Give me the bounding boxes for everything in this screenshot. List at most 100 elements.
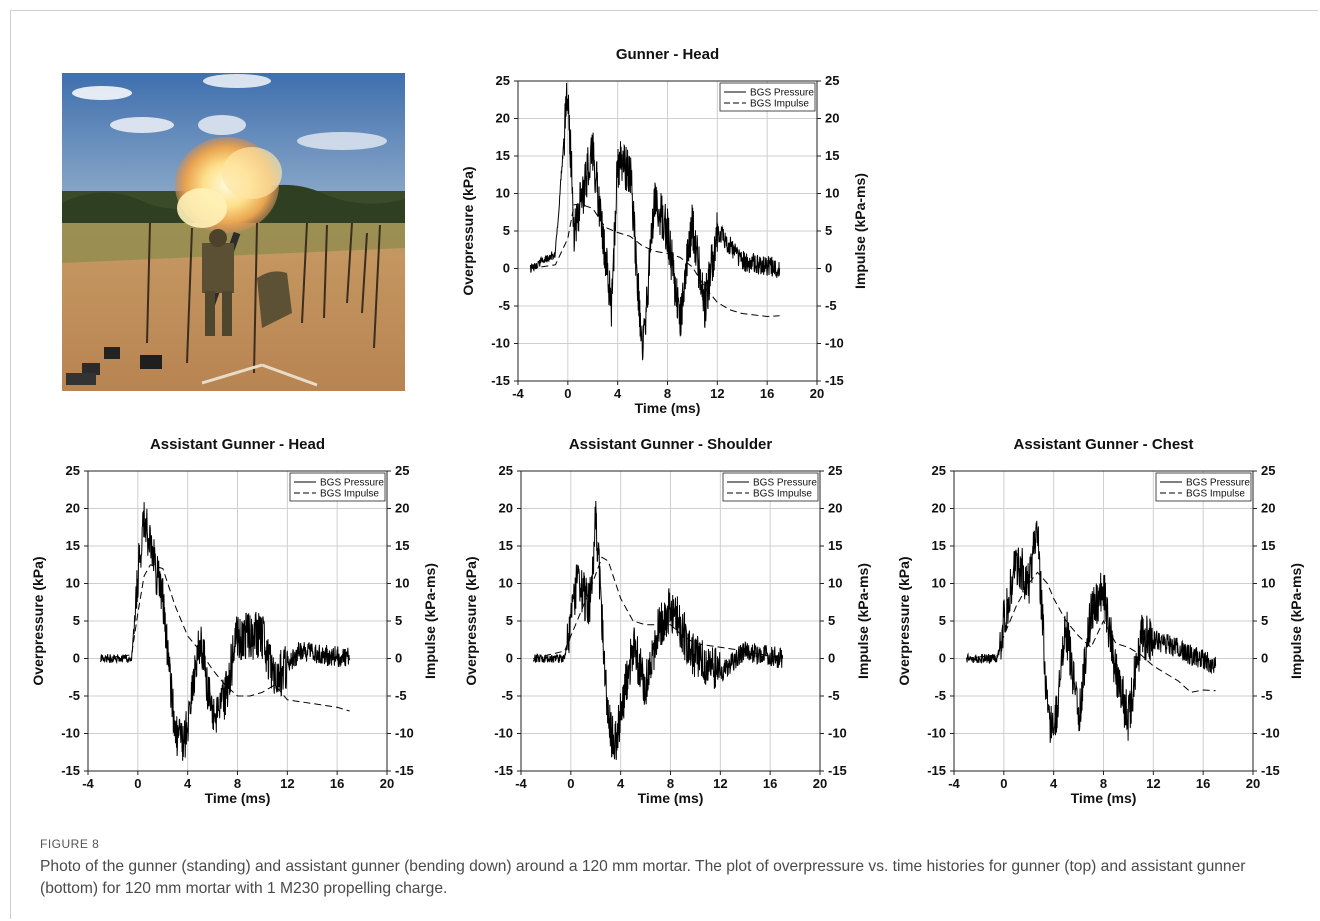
y2-axis-label: Impulse (kPa-ms)	[422, 563, 438, 679]
y-tick-label: -15	[61, 763, 80, 778]
y-tick-label: -15	[494, 763, 513, 778]
x-tick-label: 16	[763, 776, 777, 791]
x-axis-label: Time (ms)	[635, 400, 701, 416]
x-tick-label: 4	[614, 386, 622, 401]
series-impulse-line	[533, 556, 783, 659]
x-tick-label: 0	[567, 776, 574, 791]
x-axis-label: Time (ms)	[205, 790, 271, 806]
y2-tick-label: 5	[825, 223, 832, 238]
y-tick-label: 25	[932, 463, 946, 478]
x-tick-label: 0	[1000, 776, 1007, 791]
y-tick-label: -5	[68, 688, 80, 703]
x-tick-label: 12	[710, 386, 724, 401]
y2-axis-label: Impulse (kPa-ms)	[855, 563, 871, 679]
y2-tick-label: 15	[825, 148, 839, 163]
x-tick-label: 12	[280, 776, 294, 791]
legend-box	[719, 82, 816, 112]
x-tick-label: 16	[760, 386, 774, 401]
y2-tick-label: 20	[828, 501, 842, 516]
y2-tick-label: 15	[828, 538, 842, 553]
x-tick-label: 0	[564, 386, 571, 401]
y2-tick-label: 0	[825, 261, 832, 276]
series-pressure-line	[966, 520, 1217, 743]
legend-label: BGS Pressure	[750, 88, 814, 99]
y-tick-label: 15	[932, 538, 946, 553]
x-tick-label: 16	[1196, 776, 1210, 791]
y2-tick-label: 0	[1261, 651, 1268, 666]
y2-tick-label: 15	[395, 538, 409, 553]
y-tick-label: 25	[66, 463, 80, 478]
figure-caption: Photo of the gunner (standing) and assis…	[40, 858, 1246, 897]
x-tick-label: -4	[515, 776, 527, 791]
legend-label: BGS Pressure	[1186, 478, 1250, 489]
legend-label: BGS Pressure	[320, 478, 384, 489]
chart-title: Gunner - Head	[616, 46, 719, 63]
y2-tick-label: -15	[828, 763, 847, 778]
series-impulse-line	[100, 564, 350, 712]
y-tick-label: 0	[503, 261, 510, 276]
y2-tick-label: 25	[1261, 463, 1275, 478]
chart-svg: Gunner - Head -4 0 4 8 12 16 20 25 25 20 20 15 15 10 10…	[460, 46, 868, 416]
y2-axis-label: Impulse (kPa-ms)	[1288, 563, 1304, 679]
y-tick-label: -15	[927, 763, 946, 778]
chart-svg: Assistant Gunner - Shoulder -4 0 4 8 12 16 20 25…	[463, 436, 871, 806]
y-tick-label: 20	[66, 501, 80, 516]
legend-box	[289, 472, 386, 502]
y-tick-label: 10	[499, 576, 513, 591]
chart-title: Assistant Gunner - Head	[150, 436, 325, 453]
x-tick-label: 12	[713, 776, 727, 791]
x-tick-label: 0	[134, 776, 141, 791]
legend-label: BGS Impulse	[1186, 489, 1245, 500]
y2-tick-label: 10	[1261, 576, 1275, 591]
y2-tick-label: 20	[825, 111, 839, 126]
y-tick-label: 10	[496, 186, 510, 201]
y2-tick-label: -10	[825, 336, 844, 351]
legend-label: BGS Pressure	[753, 478, 817, 489]
legend-label: BGS Impulse	[750, 99, 809, 110]
legend-label: BGS Impulse	[320, 489, 379, 500]
mortar-firing-photo	[62, 73, 405, 391]
x-tick-label: -4	[512, 386, 524, 401]
x-tick-label: 8	[234, 776, 241, 791]
x-axis-label: Time (ms)	[638, 790, 704, 806]
y2-tick-label: -5	[828, 688, 840, 703]
y-tick-label: 5	[503, 223, 510, 238]
y-axis-label: Overpressure (kPa)	[460, 166, 476, 295]
legend-box	[722, 472, 819, 502]
y-tick-label: 15	[499, 538, 513, 553]
y2-tick-label: 25	[395, 463, 409, 478]
x-tick-label: 20	[810, 386, 824, 401]
y2-tick-label: -15	[1261, 763, 1280, 778]
y-tick-label: 20	[496, 111, 510, 126]
y2-tick-label: 25	[828, 463, 842, 478]
y2-tick-label: -15	[825, 373, 844, 388]
y2-tick-label: -5	[825, 298, 837, 313]
y2-tick-label: -5	[1261, 688, 1273, 703]
y2-tick-label: -15	[395, 763, 414, 778]
chart-title: Assistant Gunner - Chest	[1013, 436, 1193, 453]
series-impulse-line	[966, 571, 1216, 693]
legend-label: BGS Impulse	[753, 489, 812, 500]
x-tick-label: 4	[184, 776, 192, 791]
y-tick-label: 25	[499, 463, 513, 478]
x-tick-label: 20	[1246, 776, 1260, 791]
y-tick-label: 0	[939, 651, 946, 666]
chart-gunner-head: Gunner - Head -4 0 4 8 12 16 20 25 25 20 20 15 15 10 10…	[455, 40, 895, 425]
x-tick-label: 8	[664, 386, 671, 401]
chart-title: Assistant Gunner - Shoulder	[569, 436, 773, 453]
y-tick-label: 25	[496, 73, 510, 88]
figure-frame	[10, 10, 1318, 919]
y2-tick-label: -10	[1261, 726, 1280, 741]
y2-tick-label: -10	[395, 726, 414, 741]
chart-assistant-chest: Assistant Gunner - Chest -4 0 4 8 12 16 20 25 25 2…	[891, 430, 1320, 815]
chart-svg: Assistant Gunner - Head -4 0 4 8 12 16 20 25 25 20…	[30, 436, 438, 806]
y2-tick-label: 10	[825, 186, 839, 201]
y-tick-label: 20	[499, 501, 513, 516]
legend-box	[1155, 472, 1252, 502]
series-impulse-line	[530, 203, 780, 318]
y2-tick-label: -10	[828, 726, 847, 741]
y-axis-label: Overpressure (kPa)	[463, 556, 479, 685]
y-axis-label: Overpressure (kPa)	[30, 556, 46, 685]
y2-tick-label: 10	[828, 576, 842, 591]
y-axis-label: Overpressure (kPa)	[896, 556, 912, 685]
